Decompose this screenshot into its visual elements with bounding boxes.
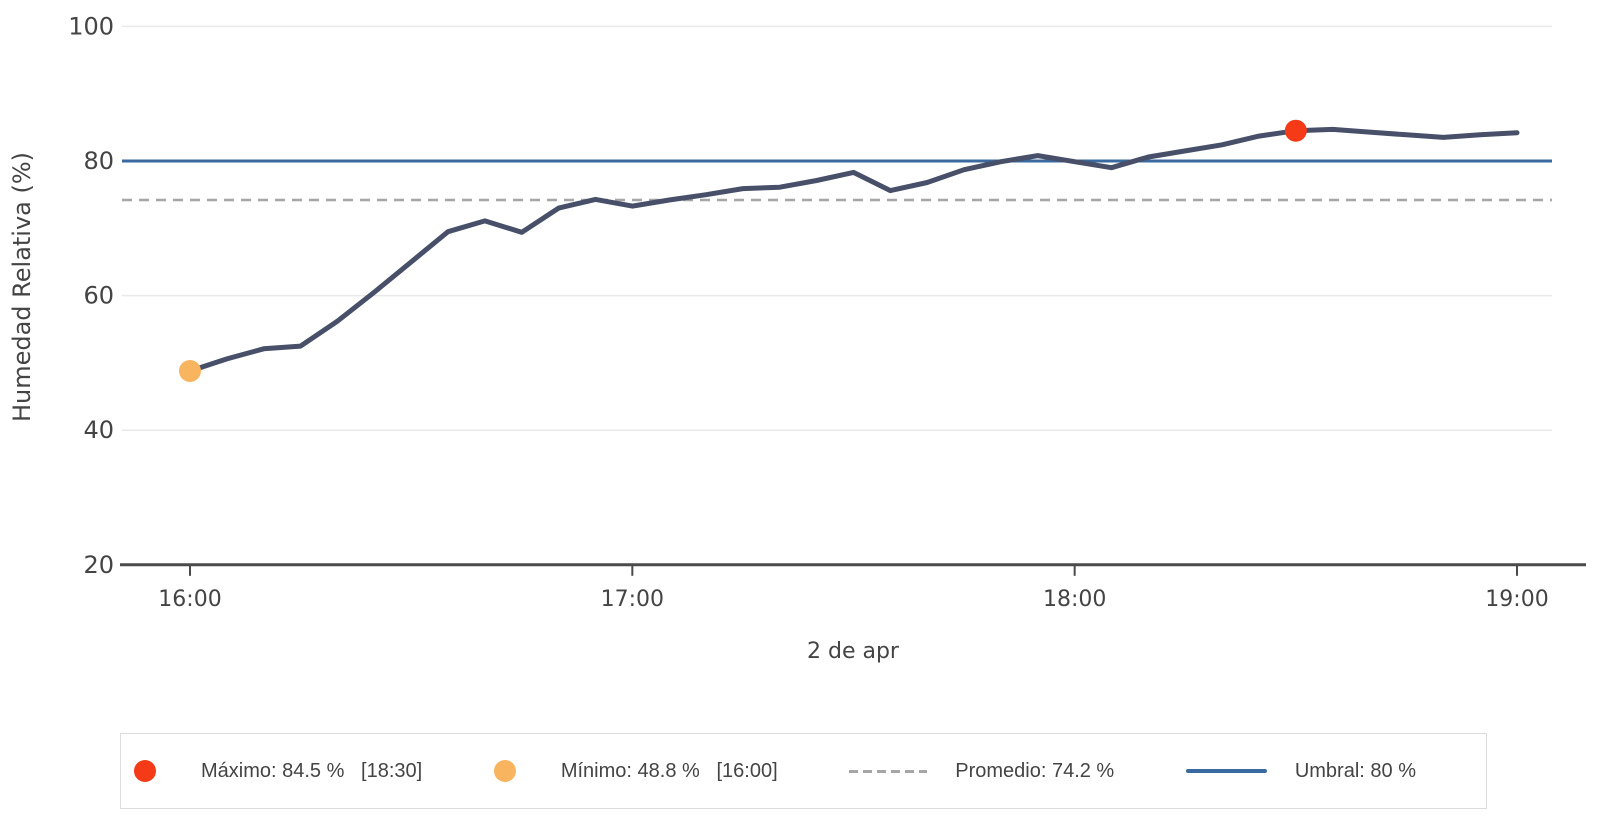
y-tick-label-40: 40	[83, 416, 114, 444]
y-tick-label-60: 60	[83, 282, 114, 310]
y-tick-label-20: 20	[83, 551, 114, 579]
x-axis-title: 2 de apr	[807, 639, 900, 664]
legend-label-promedio: Promedio: 74.2 %	[955, 759, 1115, 782]
x-tick-label-18:00: 18:00	[1043, 587, 1106, 612]
min-point-icon	[493, 760, 516, 782]
chart-legend: Máximo: 84.5 % [18:30] Mínimo: 48.8 % [1…	[120, 733, 1487, 809]
legend-item-maximo[interactable]: Máximo: 84.5 % [18:30]	[134, 760, 422, 783]
mnimo-point-marker	[179, 359, 201, 382]
x-tick-label-16:00: 16:00	[158, 587, 221, 612]
x-tick-label-17:00: 17:00	[601, 587, 664, 612]
legend-item-promedio[interactable]: Promedio: 74.2 %	[849, 760, 1114, 783]
y-axis-title: Humedad Relativa (%)	[8, 152, 36, 422]
legend-label-umbral: Umbral: 80 %	[1294, 759, 1416, 782]
legend-label-minimo: Mínimo: 48.8 % [16:00]	[560, 759, 778, 782]
legend-item-minimo[interactable]: Mínimo: 48.8 % [16:00]	[493, 759, 778, 783]
legend-label-maximo: Máximo: 84.5 % [18:30]	[201, 759, 423, 782]
max-point-icon	[134, 760, 156, 782]
promedio-dashed-line-icon	[849, 769, 928, 773]
umbral-line-icon	[1185, 769, 1267, 773]
humidity-line-chart[interactable]: 16:00 17:00 18:00 19:00 20 40 60 80 100 2 de apr H…	[0, 0, 1601, 700]
x-tick-label-19:00: 19:00	[1485, 587, 1548, 612]
y-tick-label-80: 80	[83, 147, 114, 175]
mximo-point-marker	[1284, 119, 1307, 142]
legend-item-umbral[interactable]: Umbral: 80 %	[1185, 759, 1416, 783]
series-line-humedad	[187, 126, 1520, 374]
y-tick-label-100: 100	[68, 12, 114, 40]
